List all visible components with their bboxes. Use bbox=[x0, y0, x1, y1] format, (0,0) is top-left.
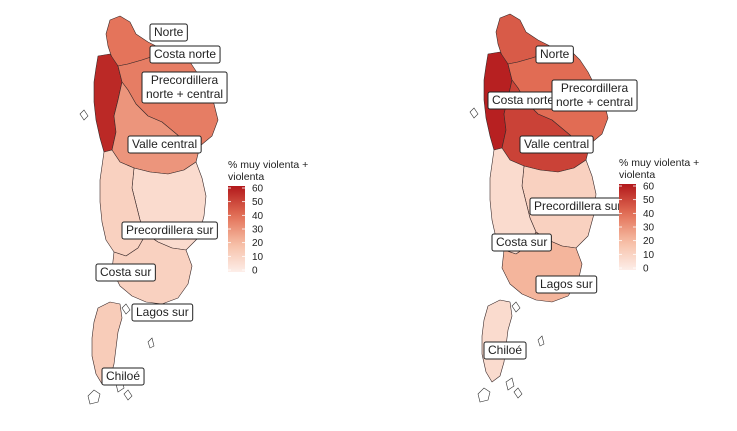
region-label-text: Precordillera bbox=[151, 73, 219, 87]
legend-colorbar bbox=[228, 186, 245, 272]
region-label: Norte bbox=[535, 45, 574, 64]
region-label: Valle central bbox=[519, 135, 594, 154]
region-label: Precordillera sur bbox=[121, 221, 218, 240]
region-label: Chiloé bbox=[483, 341, 527, 360]
legend-tick-label: 50 bbox=[643, 195, 655, 206]
legend-title-line1: % muy violenta + bbox=[619, 157, 699, 169]
region-label-text: Costa sur bbox=[100, 265, 151, 279]
region-label-text: Costa norte bbox=[492, 93, 554, 107]
islet-outline bbox=[121, 303, 131, 315]
region-label-text: norte + central bbox=[146, 87, 223, 101]
region-label: Lagos sur bbox=[535, 275, 598, 294]
region-label: Norte bbox=[149, 23, 188, 42]
region-label: Costa sur bbox=[95, 263, 156, 282]
legend-tick-label: 10 bbox=[252, 252, 264, 263]
islet-outline bbox=[87, 389, 101, 405]
region-label-text: Chiloé bbox=[106, 369, 140, 383]
islet-outline bbox=[513, 387, 523, 399]
region-label-text: Norte bbox=[540, 47, 570, 61]
legend-tick-label: 40 bbox=[643, 209, 655, 220]
region-label-text: Precordillera sur bbox=[126, 223, 213, 237]
islet-outline bbox=[79, 109, 89, 121]
region-label: Costa norte bbox=[487, 91, 559, 110]
legend-tick-label: 20 bbox=[643, 236, 655, 247]
legend-title-line2: violenta bbox=[228, 171, 264, 183]
region-label: Costa sur bbox=[491, 233, 552, 252]
islet-outline bbox=[505, 377, 515, 391]
region-label-text: Precordillera bbox=[561, 81, 629, 95]
legend-tick-label: 60 bbox=[643, 182, 655, 193]
region-label: Valle central bbox=[127, 135, 202, 154]
legend-tick-label: 30 bbox=[252, 225, 264, 236]
region-label-text: Lagos sur bbox=[136, 305, 189, 319]
region-label-text: Costa norte bbox=[154, 47, 216, 61]
region-label-text: norte + central bbox=[556, 95, 633, 109]
region-label-text: Costa sur bbox=[496, 235, 547, 249]
legend-tick-label: 10 bbox=[643, 250, 655, 261]
legend-tick-label: 50 bbox=[252, 197, 264, 208]
islet-outline bbox=[537, 335, 545, 347]
region-label-text: Valle central bbox=[524, 137, 589, 151]
legend-tick-label: 0 bbox=[643, 264, 649, 275]
islet-outline bbox=[469, 107, 479, 119]
region-label-text: Chiloé bbox=[488, 343, 522, 357]
legend-colorbar bbox=[619, 184, 636, 270]
region-label: Precordillera sur bbox=[529, 197, 626, 216]
islet-outline bbox=[477, 387, 491, 403]
islet-outline bbox=[147, 337, 155, 349]
region-label: Lagos sur bbox=[131, 303, 194, 322]
region-label-text: Precordillera sur bbox=[534, 199, 621, 213]
region-label: Costa norte bbox=[149, 45, 221, 64]
region-chiloé bbox=[481, 299, 513, 383]
legend-tick-label: 20 bbox=[252, 238, 264, 249]
region-label-text: Lagos sur bbox=[540, 277, 593, 291]
islet-outline bbox=[511, 301, 521, 313]
region-label: Chiloé bbox=[101, 367, 145, 386]
legend-tick-label: 30 bbox=[643, 223, 655, 234]
legend-tick-label: 60 bbox=[252, 184, 264, 195]
region-label-text: Valle central bbox=[132, 137, 197, 151]
region-label-text: Norte bbox=[154, 25, 184, 39]
legend-title-line1: % muy violenta + bbox=[228, 159, 308, 171]
legend-title-line2: violenta bbox=[619, 169, 655, 181]
legend-tick-label: 40 bbox=[252, 211, 264, 222]
islet-outline bbox=[123, 389, 133, 401]
legend-tick-label: 0 bbox=[252, 266, 258, 277]
